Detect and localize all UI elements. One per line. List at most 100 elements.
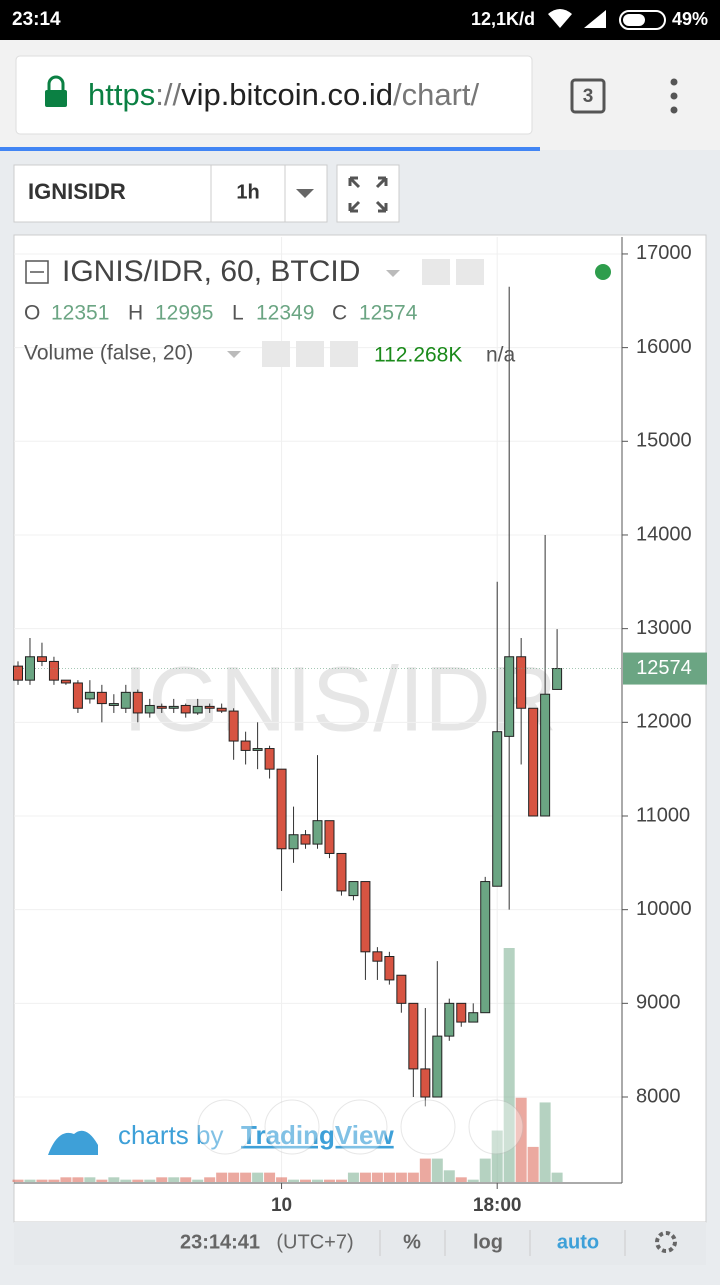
volume-bar [455,1177,467,1182]
settings-gear[interactable] [655,1231,677,1253]
volume-bar [24,1179,36,1182]
settings-button[interactable] [456,259,484,285]
candle-body [396,974,407,1004]
volume-bar [72,1177,84,1182]
volume-bar [108,1177,120,1182]
url: https://vip.bitcoin.co.id/chart/ [88,77,480,112]
branding-link[interactable]: TradingView [241,1120,394,1150]
volume-bar [216,1172,228,1182]
candle-body [288,834,299,850]
candle-body [300,834,311,845]
nav-button[interactable] [332,1099,388,1155]
url-box[interactable] [15,55,533,135]
y-tick-label: 11000 [636,804,690,826]
nav-button[interactable] [197,1099,253,1155]
eye-button[interactable] [262,341,290,367]
fullscreen-button[interactable] [336,164,400,223]
volume-bar [407,1172,419,1182]
candle-body [168,705,179,709]
candle-body [528,707,539,817]
y-tick-label: 14000 [636,523,692,545]
volume-bar [132,1179,144,1182]
auto-toggle[interactable]: auto [557,1231,599,1253]
lock-shackle [47,75,65,90]
candle-body [492,731,503,887]
volume-bar [503,948,515,1182]
menu-dot[interactable] [670,78,678,86]
volume-bar [359,1172,371,1182]
wifi-icon [548,9,572,28]
load-progress [0,147,540,151]
volume-bar [60,1177,72,1182]
candle-body [108,703,119,706]
volume-bar [515,1097,527,1182]
branding-prefix: charts by [118,1120,224,1150]
volume-bar [551,1172,563,1182]
percent-toggle[interactable]: % [403,1231,421,1253]
menu-dot[interactable] [670,106,678,114]
candle-body [144,704,155,714]
volume-bar [276,1177,288,1182]
candle-body [432,1035,443,1098]
tab-switcher[interactable] [570,78,606,114]
candle-body [504,656,515,737]
last-price-label: 12574 [636,657,692,679]
volume-bar [323,1179,335,1182]
volume-bar [347,1172,359,1182]
y-tick-label: 10000 [636,898,692,920]
volume-bar [419,1158,431,1182]
nav-button[interactable] [468,1099,524,1155]
open-value: 12351 [51,302,109,325]
volume-bar [168,1177,180,1182]
volume-label: Volume (false, 20) [24,342,193,365]
menu-dot[interactable] [670,92,678,100]
volume-bar [12,1179,24,1182]
remove-button[interactable] [330,341,358,367]
nav-buttons [197,1099,524,1155]
data-rate: 12,1K/d [471,9,535,29]
candle-body [204,705,215,709]
symbol[interactable]: IGNISIDR [28,179,126,204]
lock-icon [45,90,67,107]
volume-bar [156,1177,168,1182]
candle-body [180,704,191,714]
y-tick-label: 17000 [636,242,692,264]
eye-button[interactable] [422,259,450,285]
log-toggle[interactable]: log [473,1231,503,1253]
volume-bar [539,1102,551,1182]
candle-body [408,1002,419,1070]
candle-body [216,707,227,712]
candle-body [192,705,203,714]
collapse-button[interactable] [25,260,49,284]
volume-bar [383,1172,395,1182]
interval[interactable]: 1h [236,181,259,203]
candle-body [132,691,143,714]
volume-bar [48,1179,60,1182]
bottom-bar [14,1222,706,1265]
candle-body [360,881,371,953]
candle-body [336,852,347,892]
tradingview-logo [48,1130,98,1155]
nav-button[interactable] [400,1099,456,1155]
volume-bar [204,1177,216,1182]
last-price-badge [623,652,707,685]
volume-dropdown[interactable] [227,351,241,358]
nav-button[interactable] [264,1099,320,1155]
title-dropdown[interactable] [386,270,400,277]
chart-title: IGNIS/IDR, 60, BTCID [62,255,360,288]
volume-bar [96,1179,108,1182]
volume-bar [36,1179,48,1182]
y-tick-label: 15000 [636,430,692,452]
clock: 23:14:41 [180,1231,260,1253]
candle-body [516,656,527,709]
timezone[interactable]: (UTC+7) [276,1231,353,1253]
candle-body [384,955,395,981]
volume-bar [144,1179,156,1182]
volume-bar [335,1179,347,1182]
candle-body [60,679,71,684]
interval-dropdown[interactable] [296,189,314,198]
settings-button[interactable] [296,341,324,367]
volume-bar [395,1172,407,1182]
